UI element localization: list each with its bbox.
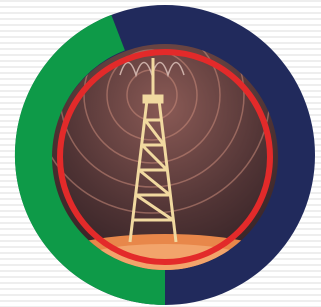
icon [0, 0, 321, 307]
page [0, 0, 321, 307]
